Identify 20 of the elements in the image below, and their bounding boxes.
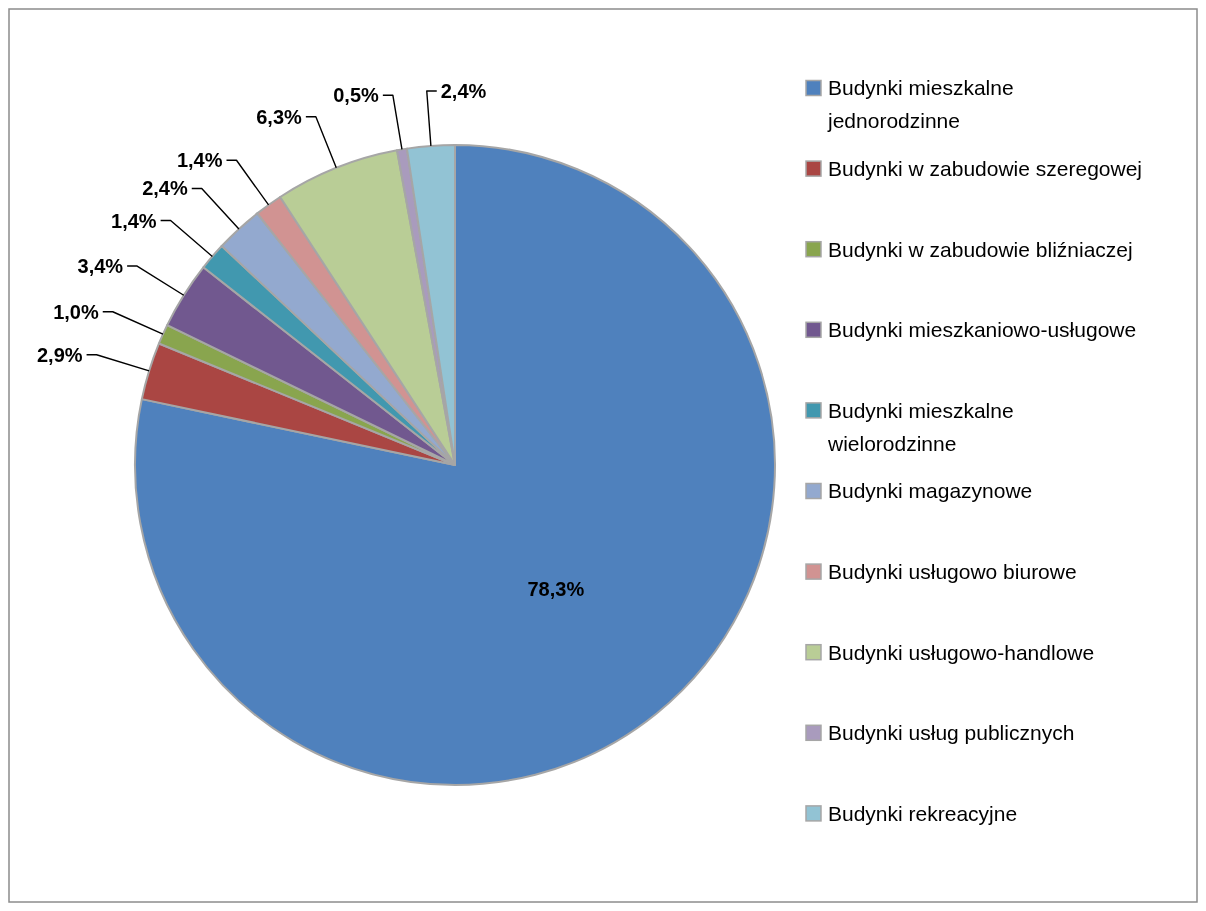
data-label: 0,5% [333, 84, 380, 107]
legend-label: Budynki magazynowe [828, 479, 1033, 503]
data-label: 78,3% [527, 578, 585, 601]
legend-label: Budynki rekreacyjne [828, 801, 1018, 825]
data-label: 2,4% [440, 80, 487, 103]
data-label: 1,4% [111, 209, 157, 232]
legend-label: Budynki usług publicznych [828, 721, 1075, 745]
legend-label: Budynki mieszkaniowo-usługowe [828, 318, 1137, 342]
data-label: 3,4% [77, 255, 124, 278]
legend-label: Budynki usługowo-handlowe [828, 640, 1095, 664]
data-label: 6,3% [256, 105, 303, 128]
data-label: 2,4% [142, 177, 188, 200]
legend-label: Budynki w zabudowie szeregowej [828, 156, 1143, 180]
legend-label: Budynki usługowo biurowe [828, 559, 1077, 583]
data-label: 2,9% [36, 343, 83, 366]
legend-label: Budynki mieszkalne wielorodzinne [827, 398, 1014, 455]
data-label: 1,4% [176, 149, 223, 172]
data-label: 1,0% [53, 300, 99, 323]
legend-label: Budynki mieszkalne jednorodzinne [827, 76, 1014, 133]
legend-label: Budynki w zabudowie bliźniaczej [828, 237, 1133, 261]
